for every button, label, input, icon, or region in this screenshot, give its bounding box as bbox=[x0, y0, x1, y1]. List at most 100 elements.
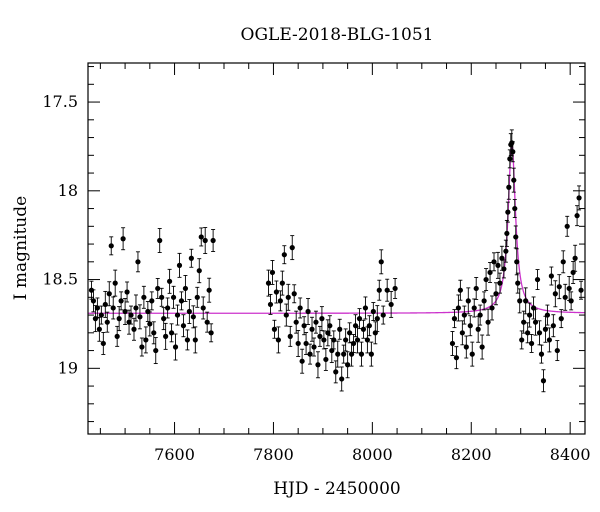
data-marker bbox=[473, 285, 479, 292]
data-marker bbox=[333, 369, 339, 375]
data-marker bbox=[550, 323, 556, 329]
data-marker bbox=[560, 259, 566, 265]
data-point bbox=[562, 283, 568, 311]
data-point bbox=[198, 227, 204, 247]
data-marker bbox=[542, 326, 549, 332]
data-point bbox=[297, 297, 303, 319]
data-marker bbox=[323, 356, 329, 363]
data-marker bbox=[493, 291, 499, 297]
data-marker bbox=[451, 316, 458, 322]
data-point bbox=[564, 215, 570, 237]
data-marker bbox=[540, 378, 547, 384]
data-marker bbox=[120, 236, 126, 242]
data-marker bbox=[293, 319, 299, 325]
data-marker bbox=[104, 319, 110, 325]
data-marker bbox=[149, 298, 155, 304]
data-marker bbox=[501, 266, 507, 272]
data-point bbox=[106, 281, 112, 307]
data-point bbox=[527, 302, 533, 328]
y-tick-label: 17.5 bbox=[42, 92, 78, 111]
data-marker bbox=[180, 323, 187, 329]
data-point bbox=[184, 329, 190, 351]
data-point bbox=[378, 249, 384, 275]
axis-tick-labels: 7600 7800 8000 8200 8400 17.5 18 18.5 19 bbox=[42, 92, 590, 464]
data-marker bbox=[477, 312, 483, 318]
data-marker bbox=[360, 326, 367, 332]
data-point bbox=[291, 284, 297, 304]
data-marker bbox=[267, 301, 274, 308]
data-marker bbox=[378, 259, 384, 265]
data-marker bbox=[161, 316, 167, 322]
data-point bbox=[483, 268, 489, 292]
data-point bbox=[358, 341, 365, 367]
data-marker bbox=[562, 294, 568, 300]
data-marker bbox=[321, 337, 327, 343]
data-point bbox=[303, 332, 309, 355]
y-axis-label: I magnitude bbox=[11, 196, 31, 300]
data-marker bbox=[110, 305, 116, 311]
data-point bbox=[155, 277, 161, 299]
data-marker bbox=[287, 333, 293, 339]
x-tick-label: 8200 bbox=[451, 445, 492, 464]
data-marker bbox=[368, 351, 374, 357]
data-point bbox=[374, 305, 380, 333]
data-point bbox=[186, 299, 192, 324]
data-marker bbox=[98, 312, 104, 318]
data-point bbox=[461, 305, 467, 325]
data-marker bbox=[366, 323, 372, 329]
data-point bbox=[368, 341, 374, 367]
data-marker bbox=[519, 337, 525, 343]
data-point bbox=[487, 262, 493, 283]
data-marker bbox=[94, 305, 100, 311]
data-point bbox=[289, 235, 295, 261]
data-point bbox=[287, 325, 293, 347]
data-point bbox=[384, 278, 390, 302]
data-marker bbox=[376, 287, 382, 293]
data-point bbox=[159, 287, 165, 307]
data-marker bbox=[362, 305, 369, 311]
data-point bbox=[463, 335, 469, 359]
data-point bbox=[206, 277, 212, 303]
x-tick-label: 7600 bbox=[154, 445, 195, 464]
data-point bbox=[506, 174, 512, 200]
data-marker bbox=[327, 323, 333, 329]
data-point bbox=[347, 322, 353, 344]
data-marker bbox=[126, 319, 132, 325]
data-marker bbox=[576, 195, 582, 201]
data-marker bbox=[137, 314, 143, 320]
data-point bbox=[200, 296, 206, 320]
data-point bbox=[313, 310, 319, 334]
data-point bbox=[317, 325, 323, 347]
data-point bbox=[137, 304, 143, 330]
data-point bbox=[350, 334, 357, 353]
data-marker bbox=[92, 316, 99, 322]
data-marker bbox=[388, 301, 394, 308]
data-marker bbox=[106, 291, 112, 297]
data-marker bbox=[471, 305, 477, 311]
data-marker bbox=[552, 291, 558, 297]
data-point bbox=[479, 334, 485, 360]
data-marker bbox=[467, 323, 473, 329]
data-point bbox=[311, 337, 317, 357]
data-marker bbox=[206, 287, 212, 293]
data-marker bbox=[370, 308, 376, 315]
data-marker bbox=[188, 255, 194, 261]
data-point bbox=[560, 250, 566, 274]
data-point bbox=[576, 185, 582, 211]
data-point bbox=[174, 304, 181, 326]
data-marker bbox=[118, 298, 124, 304]
data-marker bbox=[200, 305, 206, 311]
data-point bbox=[481, 291, 487, 311]
data-point bbox=[182, 274, 189, 302]
data-marker bbox=[335, 351, 341, 357]
data-point bbox=[366, 315, 372, 337]
data-marker bbox=[305, 308, 311, 315]
data-marker bbox=[532, 319, 539, 325]
data-point bbox=[293, 310, 299, 334]
data-marker bbox=[506, 184, 512, 190]
data-marker bbox=[291, 291, 297, 297]
data-marker bbox=[143, 337, 149, 343]
data-marker bbox=[165, 305, 171, 311]
data-marker bbox=[317, 333, 323, 339]
data-point bbox=[283, 303, 289, 327]
